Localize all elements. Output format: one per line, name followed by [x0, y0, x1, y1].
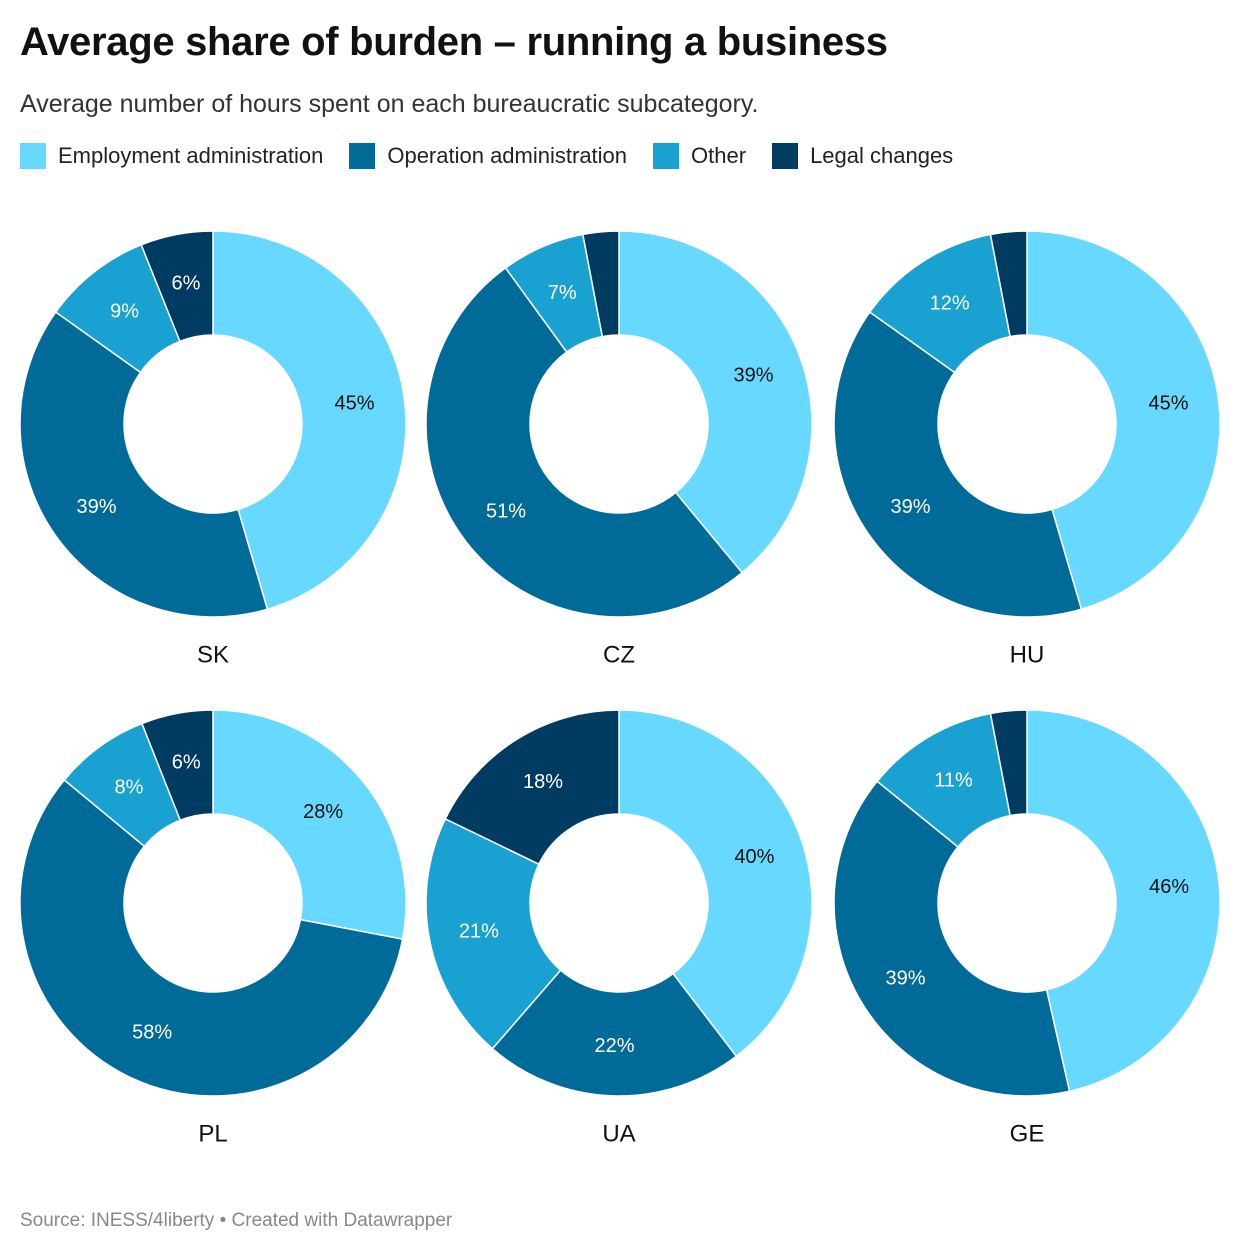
- slice-operation-administration: [833, 311, 1083, 618]
- slice-legal-changes: [989, 230, 1028, 338]
- slice-operation-administration: [425, 266, 744, 618]
- data-label: 39%: [891, 496, 931, 518]
- chart-name: SK: [197, 642, 229, 669]
- data-label: 22%: [595, 1035, 635, 1057]
- legend: Employment administration Operation admi…: [20, 143, 979, 169]
- donut-pl: 28% 58% 8% 6% PL: [19, 709, 407, 1148]
- data-label: 58%: [132, 1021, 172, 1043]
- legend-swatch: [20, 143, 46, 169]
- data-label: 39%: [734, 365, 774, 387]
- donut-ge: 46% 39% 11% GE: [833, 709, 1221, 1148]
- slice-employment-administration: [618, 709, 813, 1058]
- donut-hu: 45% 39% 12% HU: [833, 230, 1221, 669]
- slice-operation-administration: [833, 780, 1071, 1097]
- slice-other: [425, 817, 562, 1050]
- data-label: 45%: [1149, 393, 1189, 415]
- data-label: 9%: [110, 301, 139, 323]
- legend-swatch: [653, 143, 680, 169]
- legend-label: Other: [691, 143, 747, 168]
- slice-operation-administration: [491, 969, 738, 1097]
- donut-cz: 39% 51% 7% CZ: [425, 230, 813, 669]
- slice-operation-administration: [19, 778, 404, 1097]
- slice-legal-changes: [989, 709, 1028, 817]
- legend-item-legal-changes: Legal changes: [772, 143, 953, 169]
- data-label: 21%: [459, 921, 499, 943]
- chart-title: Average share of burden – running a busi…: [20, 20, 888, 64]
- legend-item-other: Other: [653, 143, 746, 169]
- legend-swatch: [349, 143, 376, 169]
- legend-label: Operation administration: [387, 143, 628, 168]
- data-label: 6%: [171, 273, 200, 295]
- data-label: 6%: [172, 752, 201, 774]
- data-label: 8%: [114, 776, 143, 798]
- data-label: 46%: [1149, 876, 1189, 898]
- legend-label: Employment administration: [58, 143, 324, 168]
- slice-employment-administration: [1026, 709, 1221, 1093]
- donut-sk: 45% 39% 9% 6% SK: [19, 230, 407, 669]
- slice-employment-administration: [1026, 230, 1221, 611]
- slice-legal-changes: [140, 230, 214, 343]
- legend-label: Legal changes: [810, 143, 954, 168]
- data-label: 7%: [548, 282, 577, 304]
- chart-name: CZ: [603, 642, 635, 669]
- data-label: 18%: [523, 771, 563, 793]
- slice-legal-changes: [444, 709, 620, 866]
- chart-subtitle: Average number of hours spent on each bu…: [20, 90, 759, 118]
- data-label: 40%: [734, 846, 774, 868]
- data-label: 11%: [934, 769, 973, 791]
- data-label: 39%: [885, 967, 925, 989]
- chart-name: GE: [1010, 1121, 1045, 1148]
- credit-note: Created with Datawrapper: [231, 1210, 453, 1231]
- chart-name: PL: [198, 1121, 227, 1148]
- chart-name: UA: [602, 1121, 635, 1148]
- slice-employment-administration: [212, 709, 407, 941]
- data-label: 51%: [486, 501, 526, 523]
- slice-employment-administration: [618, 230, 813, 574]
- legend-item-employment-administration: Employment administration: [20, 143, 323, 169]
- legend-item-operation-administration: Operation administration: [349, 143, 627, 169]
- data-label: 28%: [303, 801, 343, 823]
- slice-legal-changes: [581, 230, 620, 338]
- data-label: 45%: [335, 393, 375, 415]
- legend-swatch: [772, 143, 799, 169]
- footer: Source: INESS/4liberty • Created with Da…: [20, 1210, 452, 1232]
- slice-operation-administration: [19, 311, 269, 618]
- slice-legal-changes: [140, 709, 214, 822]
- source-note: Source: INESS/4liberty: [20, 1210, 215, 1231]
- data-label: 39%: [77, 496, 117, 518]
- footer-separator: •: [219, 1210, 227, 1231]
- data-label: 12%: [930, 293, 970, 315]
- donut-ua: 40% 22% 21% 18% UA: [425, 709, 813, 1148]
- slice-employment-administration: [212, 230, 407, 611]
- chart-name: HU: [1010, 642, 1045, 669]
